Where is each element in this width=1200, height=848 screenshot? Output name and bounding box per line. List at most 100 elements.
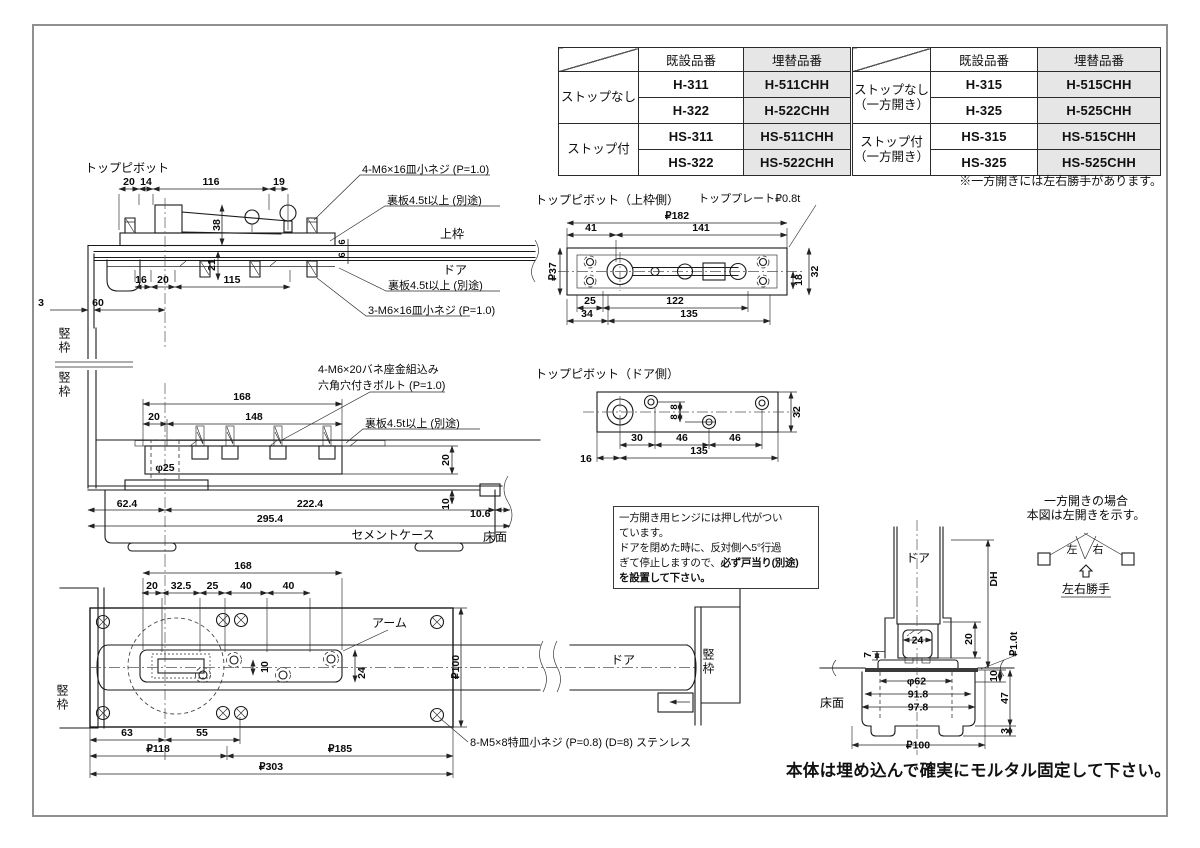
dim-91.8: 91.8	[908, 689, 929, 701]
page-border	[32, 24, 1168, 817]
dim-pl185: ₽185	[328, 743, 352, 755]
dim-16: 16	[135, 274, 147, 286]
drawing-top-pivot-frame-side: トップピボット（上枠側） トッププレート₽0.8t ₽182 41 141 ₽3…	[535, 192, 821, 325]
label-door: ドア	[906, 551, 930, 565]
dim-pl182: ₽182	[665, 210, 689, 222]
plate-screw	[95, 614, 111, 630]
dim-pl37: ₽37	[547, 262, 559, 281]
dim-47: 47	[999, 692, 1011, 704]
plate	[583, 391, 798, 433]
dim-10.6: 10.6	[470, 508, 491, 520]
leader-top-plate: トッププレート₽0.8t	[698, 192, 800, 205]
leader-bolt-line2: 六角穴付きボルト (P=1.0)	[318, 378, 445, 392]
label-floor: 床面	[483, 530, 507, 544]
leader-screw4: 4-M6×16皿小ネジ (P=1.0)	[362, 163, 489, 176]
new-part: H-525CHH	[1037, 97, 1161, 124]
dim-19: 19	[273, 176, 285, 188]
new-part: H-515CHH	[1037, 71, 1161, 98]
table-header-row: 既設品番 埋替品番	[852, 47, 1161, 72]
dim-20: 20	[146, 580, 158, 592]
dim-DH: DH	[988, 571, 1000, 586]
arm-hole	[323, 651, 339, 667]
dimensions: 24 20 7 ₽1.0t φ62 91.8 97.8 ₽100 10 47 3…	[851, 539, 1020, 752]
hand-diagram: 一方開きの場合 本図は左開きを示す。 左 右 左右勝手	[1027, 493, 1145, 598]
label-arm: アーム	[372, 616, 407, 630]
plate-screw	[215, 612, 231, 628]
bolt	[318, 425, 336, 460]
row-label-line2: （一方開き）	[853, 149, 929, 164]
dimensions: ₽182 41 141 ₽37 18 32 25 122 34 135	[547, 210, 821, 325]
leader-backplate-bottom: 裏板4.5t以上 (別途)	[388, 278, 483, 292]
dim-116: 116	[203, 176, 220, 188]
dim-8: 8	[669, 414, 680, 419]
table-row: ストップ付 （一方開き） HS-315 HS-515CHH	[852, 123, 1161, 176]
door-arm	[90, 556, 697, 742]
dim-10: 10	[259, 661, 271, 673]
dim-pl100: ₽100	[906, 740, 930, 752]
table-row: ストップなし H-311 H-511CHH	[558, 71, 851, 124]
row-label: ストップ付 （一方開き）	[852, 123, 931, 176]
table-footnote: ※一方開きには左右勝手があります。	[959, 174, 1162, 188]
row-label: ストップ付	[558, 123, 639, 176]
note-line4-bold: 必ず戸当り(別途)	[720, 556, 799, 569]
dim-20: 20	[148, 411, 160, 423]
old-part: H-315	[930, 71, 1038, 98]
dim-34: 34	[581, 308, 593, 320]
old-part: H-325	[930, 97, 1038, 124]
dim-148: 148	[245, 411, 263, 423]
leaders: トップピボット 4-M6×16皿小ネジ (P=1.0) 裏板4.5t以上 (別途…	[85, 161, 500, 317]
new-part: HS-525CHH	[1037, 149, 1161, 176]
new-part: H-522CHH	[743, 97, 851, 124]
dim-pl100: ₽100	[450, 655, 462, 679]
table-header-row: 既設品番 埋替品番	[558, 47, 851, 72]
dim-295.4: 295.4	[257, 513, 283, 525]
new-part: HS-522CHH	[743, 149, 851, 176]
dim-20v: 20	[440, 454, 452, 466]
dim-55: 55	[196, 727, 208, 739]
old-part: HS-315	[930, 123, 1038, 150]
dim-pl1.0t: ₽1.0t	[1008, 631, 1020, 656]
diagonal-header-cell	[852, 47, 931, 72]
part-table-left: 既設品番 埋替品番 ストップなし H-311 H-511CHH H-322 H-…	[558, 47, 851, 176]
arm-hole	[275, 667, 291, 683]
row-label-line1: ストップ付	[860, 135, 923, 150]
corner-hole	[583, 274, 597, 288]
dim-115: 115	[224, 274, 241, 286]
table-row: HS-322 HS-522CHH	[559, 149, 851, 176]
plate-screw	[429, 707, 445, 723]
note-line3: ドアを閉めた時に、反対側へ5°行過	[619, 541, 782, 554]
new-part: HS-515CHH	[1037, 123, 1161, 150]
up-arrow-icon	[1078, 564, 1094, 578]
hand-label: 左右勝手	[1062, 581, 1110, 596]
dim-135: 135	[680, 308, 698, 320]
new-part: HS-511CHH	[743, 123, 851, 150]
dim-7: 7	[862, 652, 874, 658]
labels: ドア 床面	[820, 551, 930, 710]
plate-screw	[233, 612, 249, 628]
leader-bolt-line1: 4-M6×20バネ座金組込み	[318, 362, 439, 376]
note-line5-bold: を設置して下さい。	[619, 571, 711, 584]
corner-hole	[756, 255, 770, 269]
hand-right: 右	[1093, 542, 1104, 556]
dim-6: 6	[337, 239, 348, 244]
dimensions: 20 14 116 19 38 21 6 6 16 20 115 3 60	[38, 176, 349, 313]
row-label-line2: （一方開き）	[853, 97, 929, 112]
new-part: H-511CHH	[743, 71, 851, 98]
corner-hole	[756, 274, 770, 288]
corner-hole	[583, 255, 597, 269]
dim-222.4: 222.4	[297, 498, 323, 510]
dimensions: 168 20 148 φ25 20 10 62.4 222.4 10.6 295…	[87, 391, 511, 529]
drawing-top-pivot-section: 20 14 116 19 38 21 6 6 16 20 115 3 60 トッ…	[38, 161, 539, 348]
plate-screw	[233, 705, 249, 721]
hole	[643, 394, 659, 410]
jamb-and-door	[55, 327, 541, 489]
floor-and-case	[87, 475, 513, 552]
drawing-floor-section: 24 20 7 ₽1.0t φ62 91.8 97.8 ₽100 10 47 3…	[819, 520, 1020, 755]
dim-41: 41	[585, 222, 597, 234]
col-replacement: 埋替品番	[743, 47, 851, 72]
dim-3: 3	[999, 728, 1011, 734]
dimensions: 8 8 32 30 46 46 16 135	[580, 391, 803, 465]
note-line4: ぎて停止しますので、	[619, 556, 721, 569]
table-row: HS-325 HS-525CHH	[853, 149, 1161, 176]
